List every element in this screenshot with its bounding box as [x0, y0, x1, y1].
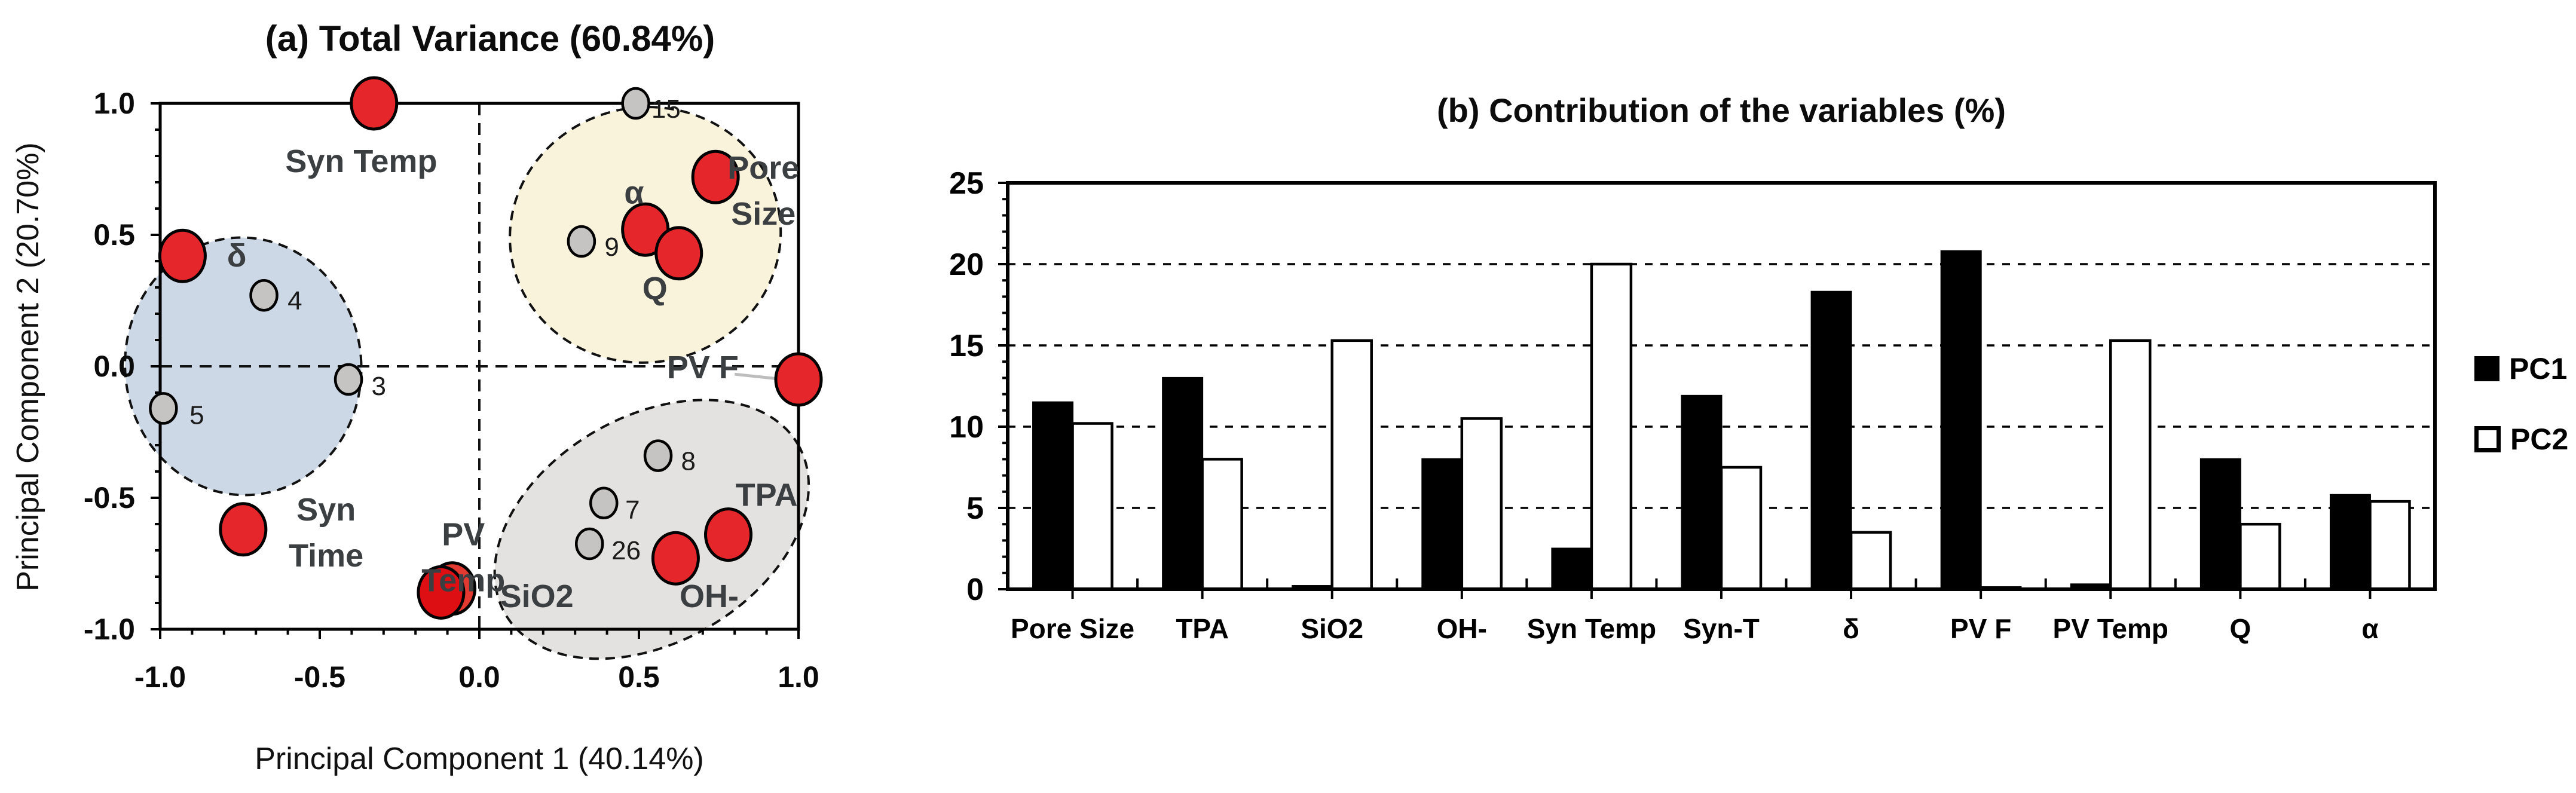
pc2-legend-label: PC2 [2510, 422, 2569, 456]
variable-point-pv-temp [417, 565, 466, 620]
bar-pc1-syn-t [1681, 394, 1723, 590]
panel-b-legend: PC1 PC2 [2474, 351, 2568, 457]
bar-category-label-pore-size: Pore Size [1011, 613, 1134, 644]
observation-label-15: 15 [651, 94, 681, 124]
bar-y-tick-label-10: 10 [949, 410, 984, 445]
pc2-swatch-icon [2474, 426, 2501, 452]
bar-category-label-δ: δ [1843, 613, 1859, 644]
bar-category-label-sio2: SiO2 [1301, 613, 1363, 644]
bar-y-tick-label-15: 15 [949, 329, 984, 363]
panel-b-title: (b) Contribution of the variables (%) [1437, 91, 2006, 129]
bar-category-label-q: Q [2229, 613, 2251, 644]
y-tick-label-1-0: -1.0 [84, 613, 135, 646]
observation-point-5 [149, 392, 178, 425]
y-tick-label-0-5: -0.5 [84, 481, 135, 515]
variable-label-oh: OH- [680, 578, 739, 614]
x-tick-label-0-0: 0.0 [458, 660, 500, 694]
observation-label-8: 8 [681, 446, 696, 476]
observation-point-7 [589, 486, 619, 520]
bar-pc2-syn-t [1720, 466, 1763, 591]
variable-point-pore-size [691, 149, 740, 204]
variable-label-delta: δ [227, 238, 247, 274]
variable-label-tpa: TPA [736, 477, 798, 513]
variable-label-alpha: α [624, 175, 644, 211]
panel-a-title: (a) Total Variance (60.84%) [265, 19, 715, 59]
observation-label-7: 7 [625, 495, 640, 525]
observation-label-26: 26 [611, 536, 641, 565]
y-tick-label-1-0: 1.0 [93, 87, 135, 120]
y-tick-label-0-5: 0.5 [93, 218, 135, 252]
bar-pc1-syn-temp [1551, 547, 1593, 590]
bar-pc2-oh [1460, 417, 1503, 591]
bar-y-tick-label-0: 0 [966, 572, 984, 607]
observation-label-4: 4 [287, 286, 302, 316]
bar-pc1-α [2329, 494, 2371, 590]
bar-category-label-pv-f: PV F [1950, 613, 2011, 644]
variable-label-pore-size-2: Size [731, 196, 796, 232]
bar-category-label-tpa: TPA [1176, 613, 1229, 644]
pc1-legend-label: PC1 [2509, 352, 2568, 385]
panel-a-x-axis-label: Principal Component 1 (40.14%) [255, 742, 704, 776]
observation-label-9: 9 [604, 232, 619, 262]
variable-label-sio2: SiO2 [500, 578, 574, 614]
variable-label-pv-temp-1: PV [442, 517, 485, 553]
bar-pc1-q [2199, 458, 2241, 590]
observation-label-3: 3 [372, 372, 386, 401]
observation-point-4 [249, 278, 279, 312]
y-tick-label-0-0: 0.0 [93, 350, 135, 383]
bar-pc1-δ [1810, 290, 1852, 590]
bar-pc2-α [2369, 500, 2411, 591]
bar-pc2-q [2239, 522, 2281, 591]
variable-point-q [654, 226, 703, 281]
x-tick-label-1-0: 1.0 [778, 660, 819, 694]
bar-pc2-δ [1849, 531, 1892, 591]
pc1-swatch-icon [2474, 356, 2499, 381]
bar-pc1-oh [1421, 458, 1463, 590]
variable-point-syn-time [219, 502, 268, 557]
variable-point-pv-f [774, 352, 823, 407]
variable-label-syn-temp: Syn Temp [285, 143, 437, 179]
bar-pc2-pv-temp [2109, 339, 2152, 591]
variable-label-pv-temp-2: Temp [421, 563, 505, 599]
observation-point-3 [334, 363, 363, 396]
observation-point-9 [567, 225, 596, 258]
x-tick-label-0-5: -0.5 [294, 660, 345, 694]
variable-label-pv-f: PV F [667, 350, 739, 385]
observation-point-15 [621, 87, 650, 120]
legend-item-pc1: PC1 [2474, 351, 2568, 386]
bar-y-tick-label-25: 25 [949, 166, 984, 201]
bar-category-label-oh: OH- [1437, 613, 1487, 644]
panel-a-y-axis-label: Principal Component 2 (20.70%) [11, 142, 45, 592]
bar-pc1-pv-f [1940, 250, 1982, 590]
bar-category-label-syn-temp: Syn Temp [1527, 613, 1656, 644]
x-tick-label-1-0: -1.0 [134, 660, 186, 694]
variable-point-delta [158, 228, 207, 283]
variable-point-oh [651, 531, 700, 586]
bar-pc2-tpa [1201, 458, 1243, 591]
observation-point-26 [574, 527, 604, 561]
bar-category-label-syn-t: Syn-T [1683, 613, 1760, 644]
legend-item-pc2: PC2 [2474, 422, 2568, 457]
bar-pc2-pore-size [1071, 422, 1113, 591]
x-tick-label-0-5: 0.5 [618, 660, 660, 694]
observation-point-8 [643, 439, 673, 472]
variable-point-syn-temp [350, 76, 399, 131]
bar-y-tick-label-5: 5 [966, 491, 984, 526]
variable-label-q: Q [643, 271, 668, 307]
bar-category-label-pv-temp: PV Temp [2053, 613, 2168, 644]
variable-label-pore-size-1: Pore [727, 150, 799, 186]
bar-pc1-tpa [1162, 376, 1204, 590]
bar-pc2-sio2 [1330, 339, 1373, 591]
observation-label-5: 5 [189, 400, 204, 430]
variable-label-syn-time-1: Syn [296, 492, 356, 528]
bar-pc1-pore-size [1032, 401, 1074, 590]
bar-y-tick-label-20: 20 [949, 247, 984, 282]
bar-category-label-α: α [2361, 613, 2378, 644]
bar-pc2-syn-temp [1590, 262, 1633, 591]
variable-point-tpa [704, 507, 753, 562]
variable-label-syn-time-2: Time [289, 538, 363, 574]
